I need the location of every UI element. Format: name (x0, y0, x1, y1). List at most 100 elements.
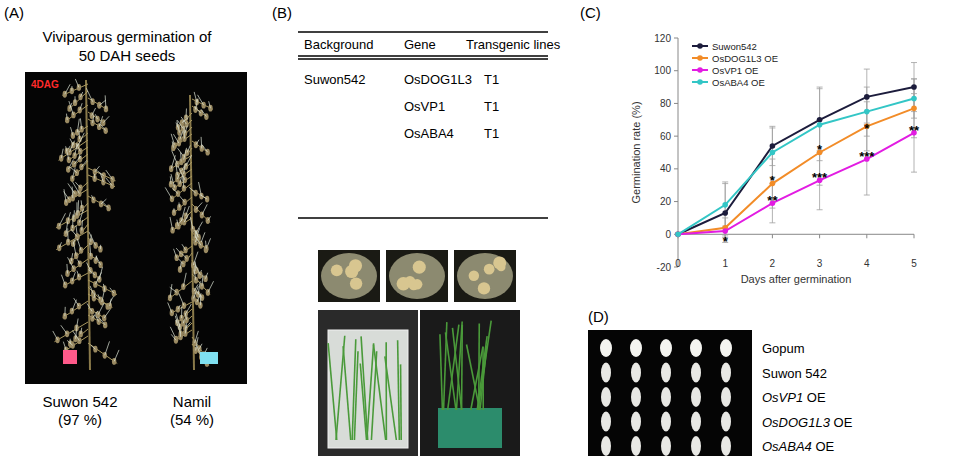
sprout (171, 155, 175, 168)
seed (178, 180, 182, 187)
seed (74, 252, 78, 259)
sprout (194, 92, 197, 102)
panicle-branch (88, 252, 102, 266)
x-tick-label: 3 (817, 258, 823, 269)
sprout (177, 174, 179, 179)
error-cap (864, 195, 870, 196)
leaf (482, 347, 484, 410)
sprout (195, 331, 199, 343)
seed (631, 412, 641, 432)
table-header: Background (304, 37, 373, 52)
sprout (105, 95, 107, 109)
sprout (186, 155, 192, 166)
y-tick-label: 0 (665, 229, 671, 240)
variety-name: Namil (173, 393, 211, 410)
x-tick (866, 234, 867, 238)
x-axis-label: Days after germination (741, 273, 852, 285)
error-bar (722, 182, 728, 228)
dish (457, 253, 513, 299)
sprout (92, 195, 94, 200)
seed (720, 339, 732, 357)
sprout (200, 195, 207, 199)
seed (93, 272, 97, 279)
series-line (678, 133, 914, 234)
sprout (80, 118, 81, 129)
sprout (186, 304, 192, 314)
panel-label: (B) (272, 4, 292, 21)
leaf (478, 321, 491, 410)
sprout (170, 217, 173, 230)
leaf (444, 322, 447, 410)
x-axis (678, 234, 914, 235)
series-marker (817, 117, 823, 123)
panicle-branch (192, 141, 210, 153)
legend-label: OsDOG1L3 OE (712, 53, 778, 64)
photo-seeds (588, 330, 752, 456)
sprout (201, 137, 203, 149)
panel-label: (C) (580, 4, 601, 21)
sprout (90, 243, 91, 256)
sprout (73, 243, 76, 256)
table-rule (298, 55, 548, 57)
sprout (196, 222, 203, 234)
sprout (184, 215, 188, 222)
sprout (170, 284, 172, 298)
sprout (76, 202, 77, 215)
seed (661, 387, 671, 407)
seed (721, 412, 731, 432)
sprout (172, 141, 173, 147)
sprout (77, 119, 79, 133)
seed (95, 116, 99, 123)
legend: Suwon542OsDOG1L3 OEOsVP1 OEOsABA4 OE (692, 41, 778, 88)
seed (690, 339, 702, 357)
label-part: OE (812, 439, 835, 454)
leaf (400, 364, 402, 440)
series-marker (675, 231, 681, 237)
x-tick (819, 234, 820, 238)
sprout (66, 146, 69, 160)
seed (721, 387, 731, 407)
error-bar (864, 87, 870, 136)
table-rule (298, 217, 548, 219)
sprout (81, 200, 83, 208)
table-cell: OsABA4 (404, 126, 454, 141)
seed (67, 156, 71, 163)
sprout (179, 196, 184, 203)
seed (64, 199, 68, 206)
y-tick-label: 40 (660, 163, 672, 174)
table-cell: T1 (484, 72, 499, 87)
seed (661, 412, 671, 432)
sprout (72, 272, 75, 281)
panel-label: (A) (4, 4, 24, 21)
sprout (77, 260, 79, 264)
y-tick-label: 60 (660, 131, 672, 142)
sprout (172, 188, 178, 193)
sprout (53, 331, 58, 340)
table-cell: OsVP1 (404, 99, 445, 114)
error-cap (911, 118, 917, 119)
tag (200, 352, 218, 364)
error-cap (817, 209, 823, 210)
sprout (70, 127, 72, 135)
error-cap (769, 222, 775, 223)
sprout (72, 330, 79, 340)
sprout (194, 270, 196, 281)
error-cap (864, 87, 870, 88)
panicle-branch (192, 106, 208, 118)
x-tick-label: 4 (864, 258, 870, 269)
series-marker (675, 231, 681, 237)
row-label: Gopum (762, 341, 805, 356)
x-tick-label: 2 (770, 258, 776, 269)
seed (631, 436, 641, 456)
sprout (77, 200, 79, 213)
seed (601, 412, 611, 432)
significance-mark: * (864, 121, 870, 136)
sprout (177, 220, 179, 226)
sprout (182, 244, 186, 250)
sprout (198, 95, 204, 105)
sprout (184, 167, 185, 174)
seed (78, 260, 82, 267)
label-part: OE (803, 390, 826, 405)
seed (93, 346, 97, 353)
table-cell: T1 (484, 126, 499, 141)
